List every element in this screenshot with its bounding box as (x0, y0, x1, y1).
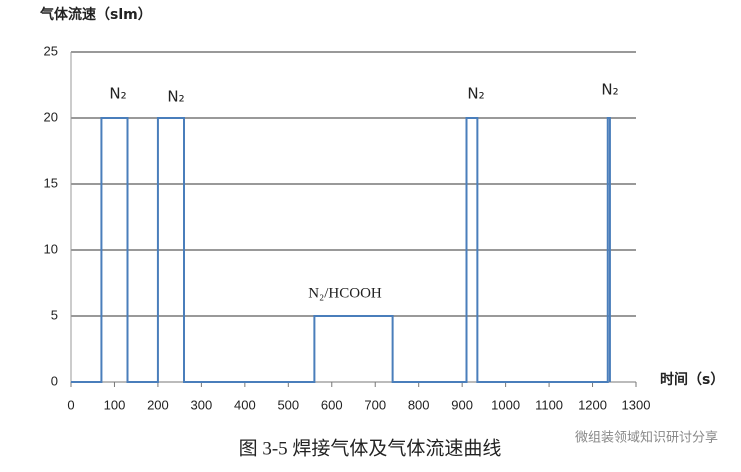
x-tick-label: 100 (104, 397, 126, 412)
x-tick-label: 600 (321, 397, 343, 412)
x-tick-label: 1100 (535, 397, 563, 412)
x-tick-label: 300 (191, 397, 213, 412)
x-tick-label: 500 (277, 397, 299, 412)
y-tick-label: 25 (44, 43, 58, 58)
x-axis-title: 时间（s） (660, 371, 724, 388)
x-tick-label: 1300 (622, 397, 651, 412)
x-tick-label: 200 (147, 397, 169, 412)
y-tick-label: 5 (51, 307, 58, 322)
caption: 图 3-5 焊接气体及气体流速曲线 (239, 437, 502, 459)
y-tick-label: 0 (51, 373, 58, 388)
x-tick-label: 1200 (578, 397, 607, 412)
y-tick-label: 10 (44, 241, 58, 256)
y-tick-label: 20 (44, 109, 58, 124)
x-tick-label: 800 (408, 397, 430, 412)
y-axis-title: 气体流速（slm） (39, 6, 152, 23)
annotation: N₂ (467, 85, 484, 103)
x-tick-label: 1000 (491, 397, 520, 412)
y-tick-label: 15 (44, 175, 58, 190)
annotation: N₂ (167, 88, 184, 106)
annotation: N₂/HCOOH (308, 285, 382, 301)
x-tick-label: 0 (67, 397, 74, 412)
watermark: 微组装领域知识研讨分享 (575, 430, 718, 446)
annotation: N₂ (109, 85, 126, 103)
annotation: N₂ (601, 81, 618, 99)
flow-line (71, 117, 611, 383)
x-tick-label: 900 (451, 397, 473, 412)
x-tick-label: 700 (364, 397, 386, 412)
x-tick-label: 400 (234, 397, 256, 412)
